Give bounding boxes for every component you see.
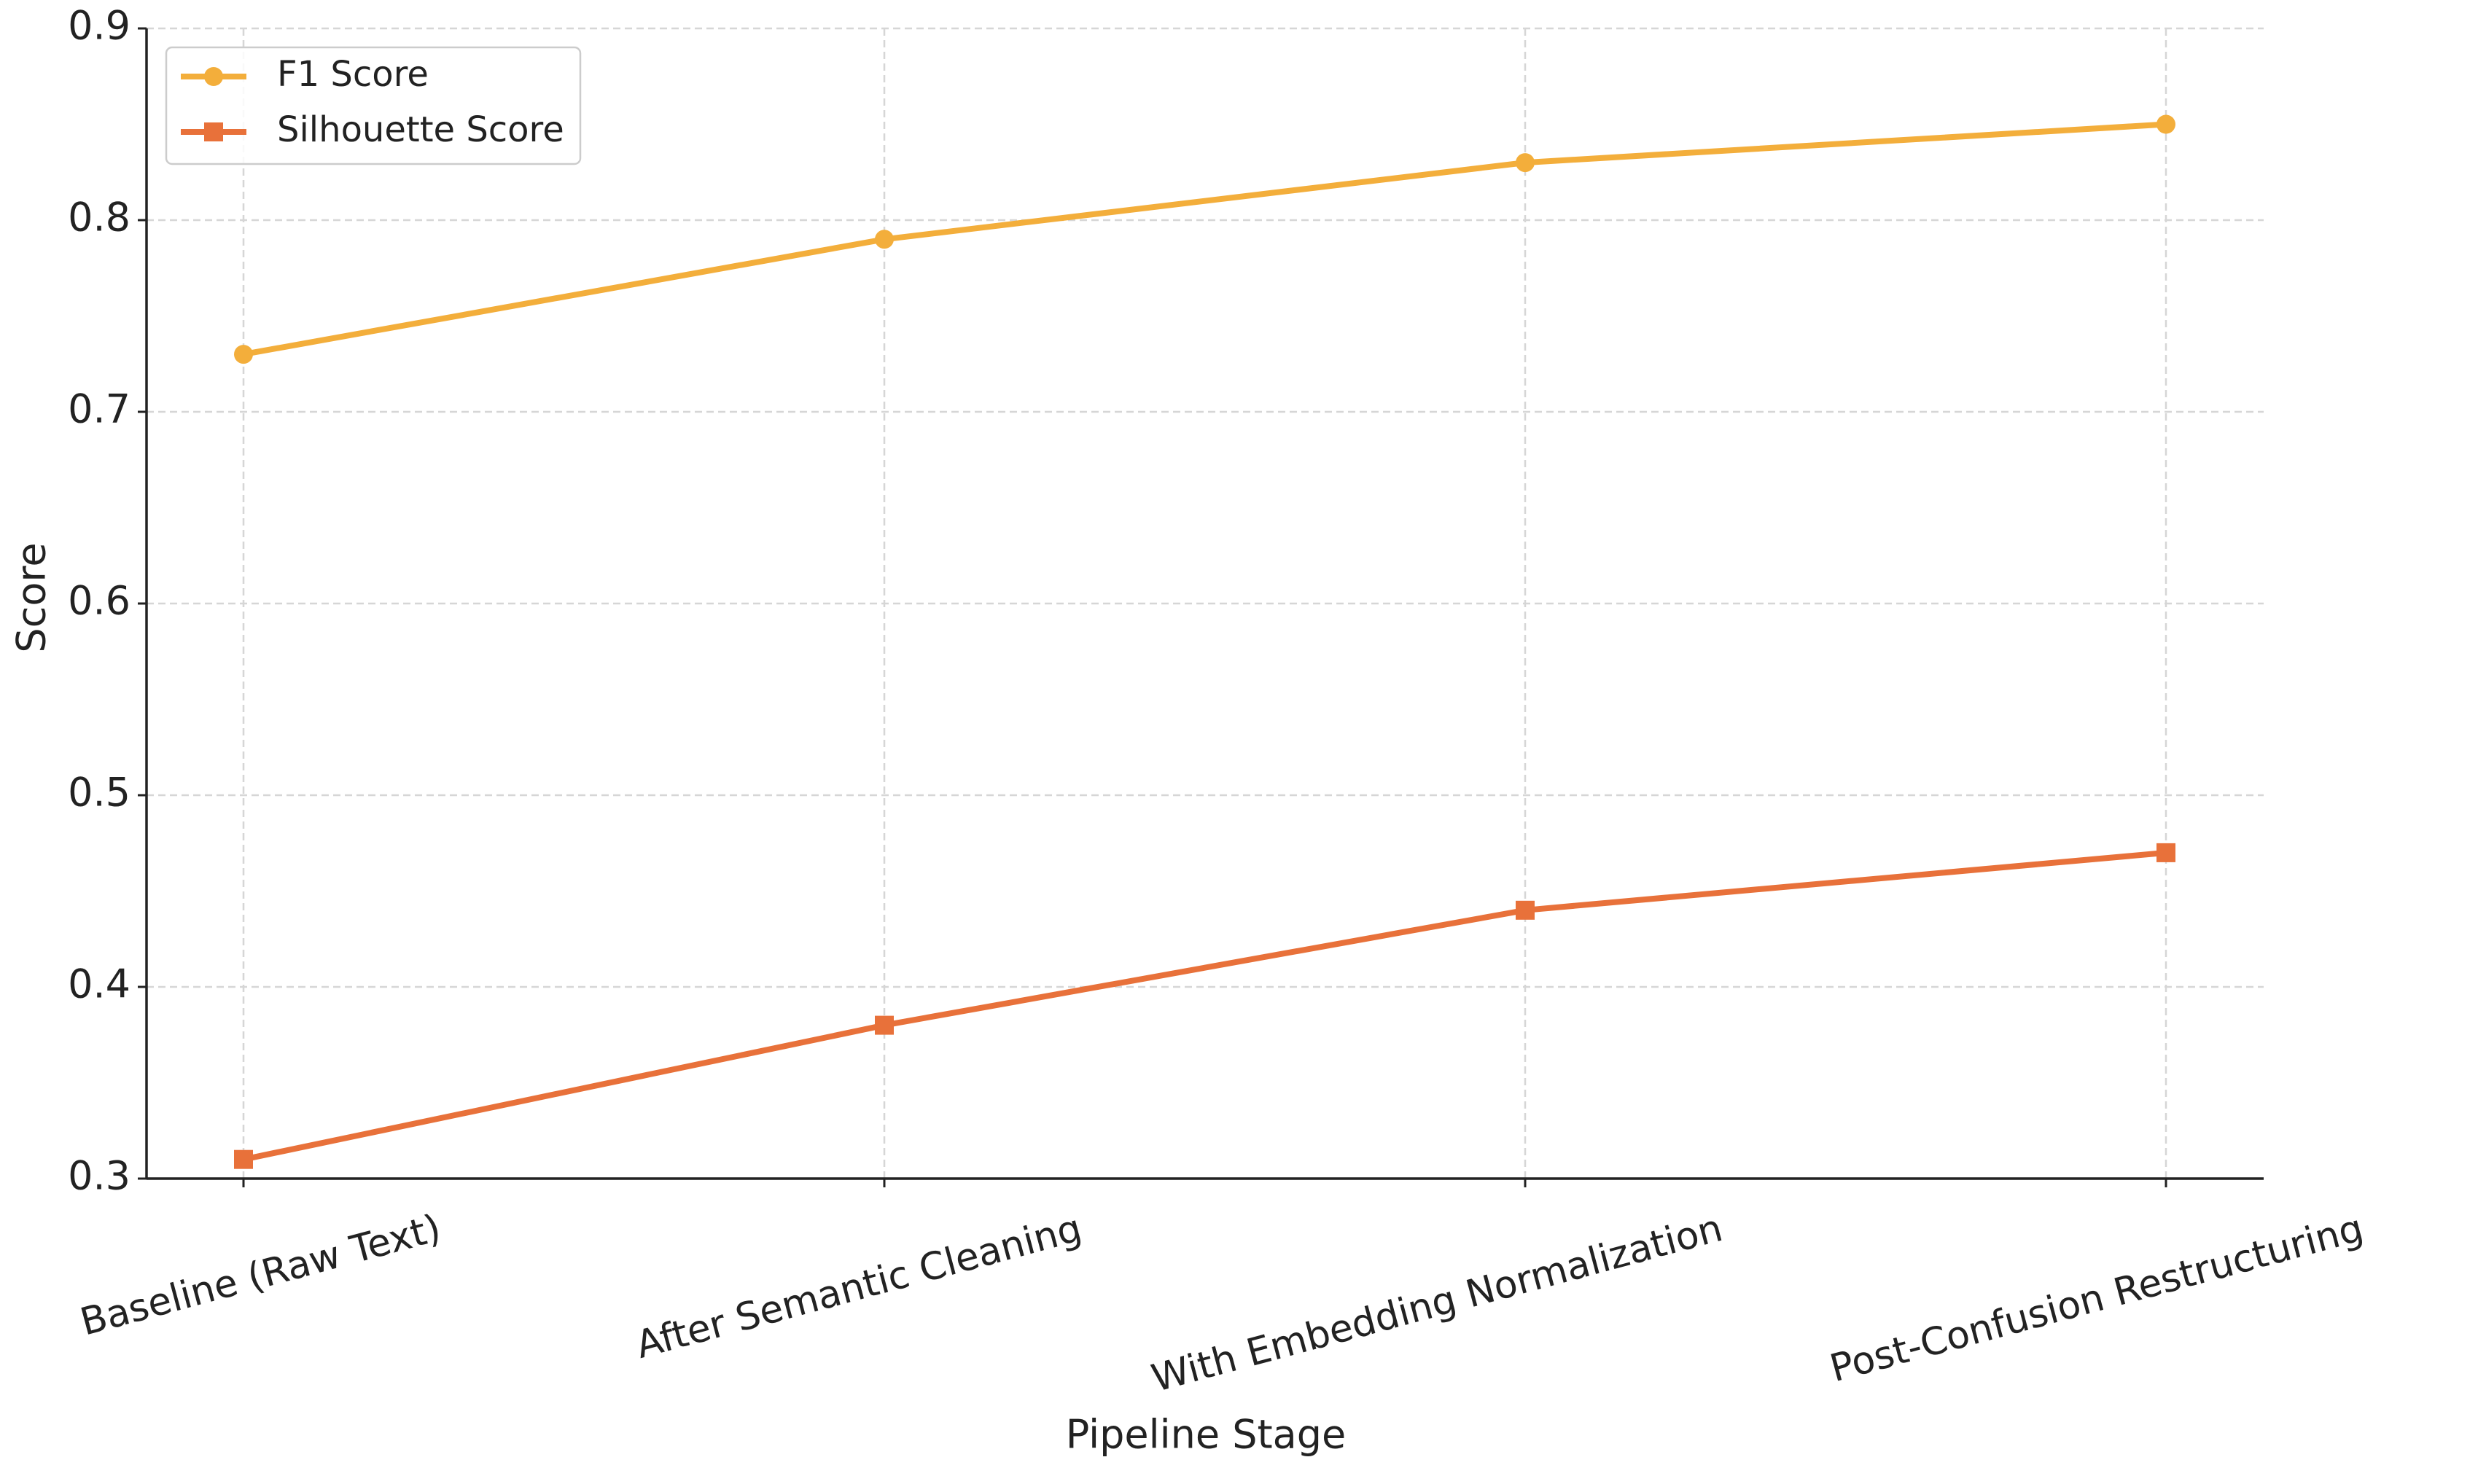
x-tick-label: Post-Confusion Restructuring bbox=[1826, 1206, 2368, 1391]
y-tick-label: 0.9 bbox=[68, 3, 130, 49]
y-axis-label: Score bbox=[9, 542, 55, 652]
data-point bbox=[2156, 843, 2175, 862]
x-tick-label: Baseline (Raw Text) bbox=[76, 1206, 445, 1345]
data-point bbox=[875, 1015, 894, 1035]
y-tick-label: 0.3 bbox=[68, 1153, 130, 1199]
y-tick-label: 0.7 bbox=[68, 386, 130, 432]
x-axis-label: Pipeline Stage bbox=[1066, 1412, 1347, 1458]
y-tick-label: 0.5 bbox=[68, 770, 130, 816]
data-point bbox=[2156, 114, 2175, 134]
data-point bbox=[234, 1149, 253, 1169]
series-line bbox=[243, 121, 2167, 358]
data-point bbox=[1516, 900, 1535, 920]
y-tick-label: 0.6 bbox=[68, 578, 130, 624]
x-tick-label: With Embedding Normalization bbox=[1148, 1206, 1727, 1401]
series-line bbox=[243, 849, 2167, 1163]
x-tick-label: After Semantic Cleaning bbox=[631, 1206, 1086, 1367]
legend-marker bbox=[204, 122, 223, 141]
y-tick-label: 0.4 bbox=[68, 961, 130, 1007]
data-point bbox=[1516, 153, 1535, 173]
legend-marker bbox=[204, 67, 223, 86]
y-tick-label: 0.8 bbox=[68, 195, 130, 241]
legend-box bbox=[165, 46, 582, 165]
legend-label: Silhouette Score bbox=[277, 109, 564, 150]
data-point bbox=[234, 345, 253, 364]
data-point bbox=[875, 230, 894, 249]
legend-label: F1 Score bbox=[277, 54, 429, 95]
